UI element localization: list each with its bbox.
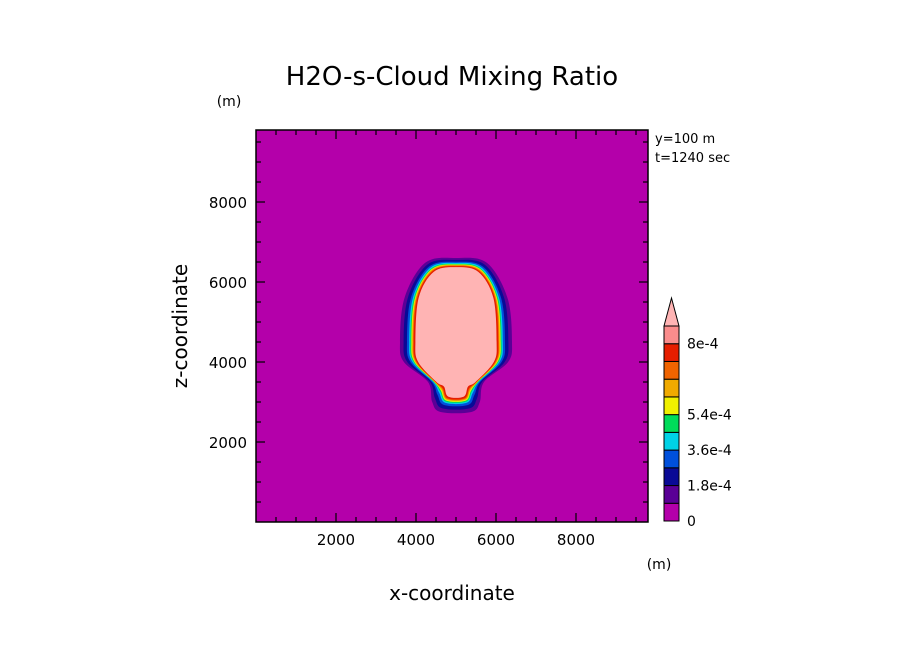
cloud-contour-level	[415, 267, 497, 398]
colorbar-label: 1.8e-4	[687, 479, 732, 495]
axis-ticks	[256, 130, 648, 522]
colorbar-label: 5.4e-4	[687, 408, 732, 424]
chart-title: H2O-s-Cloud Mixing Ratio	[286, 62, 618, 92]
cloud-contours	[399, 257, 513, 414]
x-tick-label: 4000	[397, 531, 435, 549]
colorbar-label: 3.6e-4	[687, 443, 732, 459]
x-tick-label: 6000	[477, 531, 515, 549]
colorbar-swatch	[663, 431, 680, 451]
colorbar-swatch	[663, 396, 680, 416]
colorbar-swatch	[663, 485, 680, 504]
colorbar-swatch	[663, 449, 680, 469]
colorbar-swatch	[663, 502, 680, 522]
colorbar	[663, 296, 680, 522]
y-tick-label: 8000	[209, 194, 247, 212]
annotation-t: t=1240 sec	[655, 151, 730, 166]
colorbar-swatch	[663, 343, 680, 362]
colorbar-swatch	[663, 378, 680, 398]
x-unit-label: (m)	[647, 557, 672, 573]
x-tick-label: 2000	[317, 531, 355, 549]
y-tick-label: 4000	[209, 354, 247, 372]
x-axis-label: x-coordinate	[389, 581, 515, 605]
colorbar-label: 0	[687, 514, 696, 530]
y-axis-label: z-coordinate	[168, 264, 192, 388]
colorbar-swatch	[663, 325, 680, 345]
colorbar-swatch	[663, 414, 680, 433]
y-tick-label: 2000	[209, 434, 247, 452]
x-tick-label: 8000	[557, 531, 595, 549]
annotation-y: y=100 m	[655, 132, 715, 147]
colorbar-extend-arrow	[663, 296, 680, 327]
y-tick-label: 6000	[209, 274, 247, 292]
colorbar-swatch	[663, 467, 680, 487]
colorbar-label: 8e-4	[687, 337, 719, 353]
y-unit-label: (m)	[217, 94, 242, 110]
colorbar-swatch	[663, 360, 680, 380]
plot-area	[255, 129, 649, 523]
plot-frame	[255, 129, 649, 523]
